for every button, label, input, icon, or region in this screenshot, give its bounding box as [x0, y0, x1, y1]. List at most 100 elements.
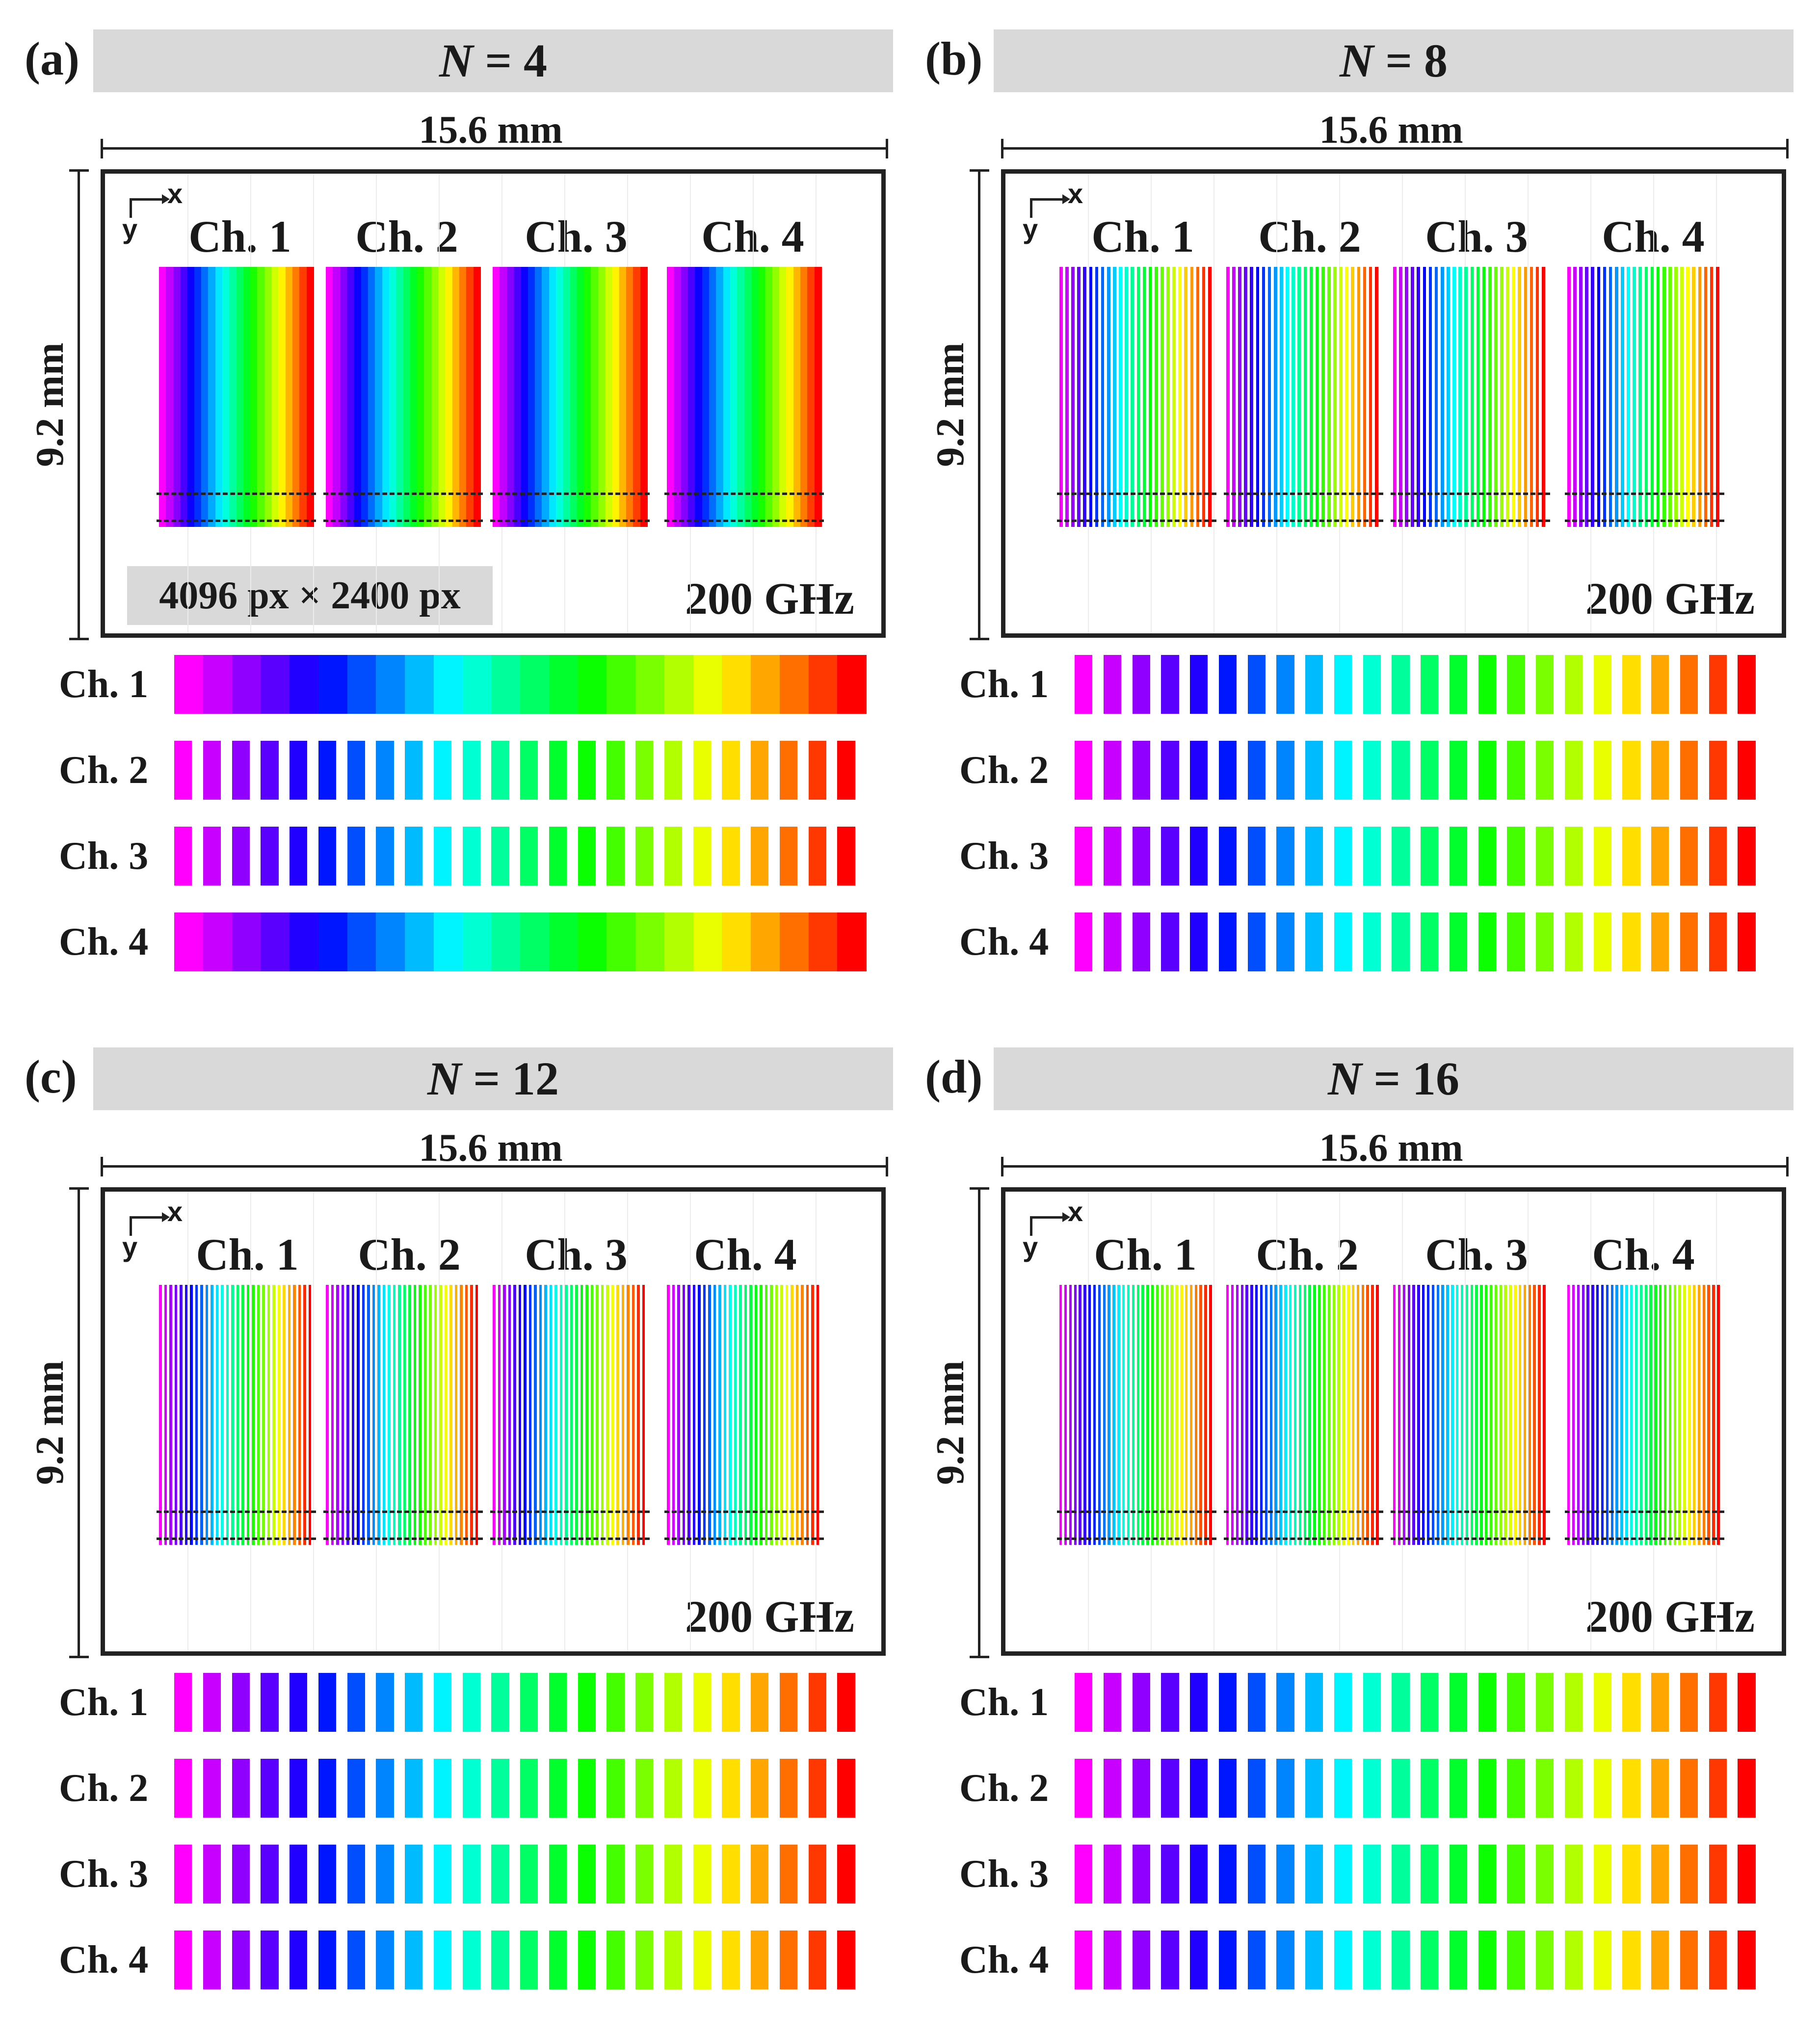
stripe: [396, 267, 404, 527]
stripe: [1633, 267, 1636, 527]
stripe: [375, 267, 383, 527]
profile-segment: [1421, 1673, 1439, 1732]
profile-segment: [1276, 1673, 1294, 1732]
profile-label: Ch. 1: [59, 663, 149, 706]
stripe: [164, 1285, 167, 1545]
stripe: [765, 1285, 768, 1545]
profile-segment: [607, 741, 625, 800]
stripe: [795, 1285, 799, 1545]
profile-segment: [232, 913, 262, 971]
profile-segment: [1218, 1759, 1237, 1818]
stripe: [544, 1285, 547, 1545]
profile-segment: [635, 913, 665, 971]
stripe: [1528, 1285, 1531, 1545]
stripe: [475, 1285, 478, 1545]
stripe: [1345, 267, 1348, 527]
profile-segment: [1709, 913, 1727, 971]
profile-segment: [635, 827, 654, 886]
stripe: [1678, 1285, 1681, 1545]
stripe: [1151, 1285, 1154, 1545]
stripe: [303, 1285, 306, 1545]
profile-segment: [261, 1673, 279, 1732]
profile-segment: [1478, 913, 1496, 971]
gridline: [1716, 1192, 1717, 1651]
profile-segment: [1132, 1845, 1150, 1904]
profile-segment: [347, 1930, 365, 1989]
roi-dashed-box: [157, 1511, 316, 1540]
gridline: [250, 1192, 251, 1651]
stripe: [1412, 1285, 1415, 1545]
stripe: [667, 1285, 670, 1545]
stripe: [1250, 1285, 1253, 1545]
stripe: [585, 1285, 588, 1545]
profile-segment: [1622, 1673, 1640, 1732]
n-variable: N: [439, 34, 474, 87]
stripe: [1621, 267, 1624, 527]
profile-label: Ch. 4: [959, 1938, 1049, 1982]
roi-dashed-box: [1565, 1511, 1724, 1540]
profile-segment: [1276, 913, 1294, 971]
profile-segment: [808, 655, 838, 714]
stripe: [626, 267, 634, 527]
profile-segment: [1392, 1930, 1410, 1989]
profile-segment: [1276, 741, 1294, 800]
stripe: [1668, 267, 1672, 527]
stripe: [754, 1285, 758, 1545]
panel-label: (c): [25, 1050, 77, 1103]
profile-segment: [1334, 1930, 1352, 1989]
profile-segment: [174, 913, 204, 971]
profile-segment: [1161, 741, 1179, 800]
stripe: [1232, 267, 1236, 527]
gridline: [1653, 1192, 1654, 1651]
profile-segment: [1276, 1759, 1294, 1818]
stripe: [1208, 267, 1212, 527]
profile-segment: [664, 741, 683, 800]
stripe: [779, 267, 787, 527]
profile-segment: [1075, 741, 1093, 800]
stripe: [1374, 267, 1378, 527]
stripe: [187, 267, 195, 527]
profile-segment: [1507, 913, 1525, 971]
profile-segment: [1507, 1930, 1525, 1989]
stripe: [1680, 267, 1684, 527]
stripe: [1644, 267, 1648, 527]
stripe: [539, 1285, 542, 1545]
stripe: [1614, 267, 1618, 527]
profile-segment: [664, 1673, 683, 1732]
stripe: [1089, 267, 1093, 527]
gridline: [187, 1192, 188, 1651]
profile-segment: [1276, 1930, 1294, 1989]
profile-segment: [1247, 741, 1266, 800]
height-dimension-label: 9.2 mm: [929, 1360, 972, 1485]
n-value: = 8: [1373, 34, 1448, 87]
profile-segment: [1334, 1845, 1352, 1904]
profile-segment: [578, 1759, 596, 1818]
stripe: [811, 1285, 814, 1545]
profile-segment: [1363, 1930, 1381, 1989]
profile-segment: [1738, 1930, 1756, 1989]
profile-segment: [578, 827, 596, 886]
stripe: [1712, 1285, 1715, 1545]
stripe: [642, 1285, 645, 1545]
stripe: [1236, 1285, 1239, 1545]
stripe: [466, 267, 474, 527]
height-dimension-label: 9.2 mm: [929, 342, 972, 467]
height-dimension-arrow: [69, 1187, 89, 1658]
profile-strip: [1075, 1673, 1767, 1732]
stripe: [1131, 267, 1134, 527]
profile-segment: [1132, 827, 1150, 886]
profile-segment: [1564, 741, 1583, 800]
stripe: [500, 267, 507, 527]
profile-segment: [1305, 655, 1323, 714]
stripe: [1649, 1285, 1652, 1545]
stripe: [1260, 1285, 1263, 1545]
channel-array: [667, 1285, 821, 1545]
profile-segment: [261, 1930, 279, 1989]
stripe: [1313, 1285, 1316, 1545]
stripe: [226, 1285, 229, 1545]
n-banner: N = 4: [93, 29, 893, 92]
stripe: [1673, 1285, 1676, 1545]
stripe: [1620, 1285, 1623, 1545]
profile-strip: [1075, 827, 1767, 886]
